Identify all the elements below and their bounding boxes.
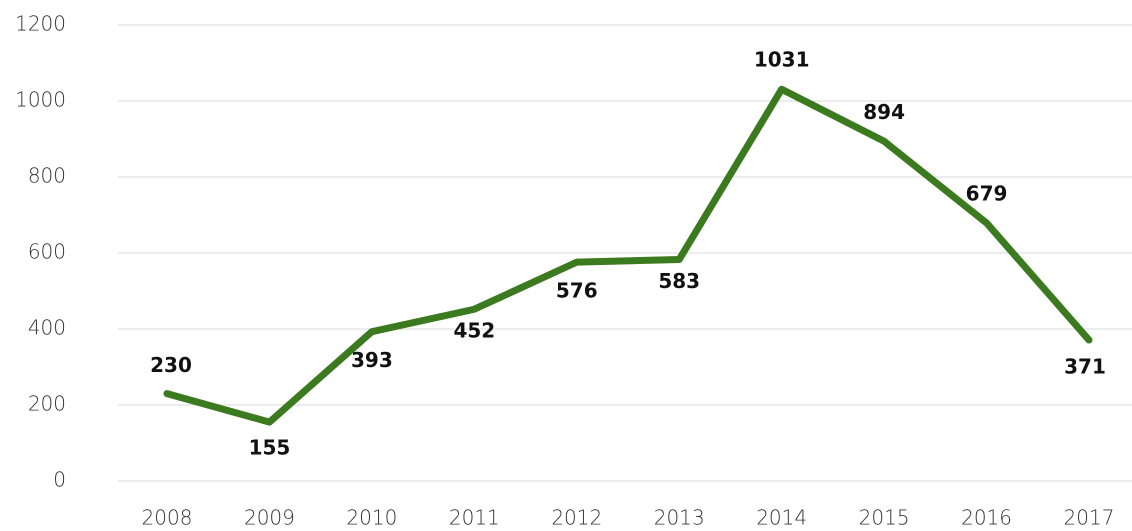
data-label: 679: [966, 181, 1008, 205]
data-label: 583: [658, 269, 700, 293]
data-label: 371: [1064, 355, 1106, 379]
x-tick-label: 2011: [449, 506, 500, 530]
x-tick-label: 2015: [859, 506, 910, 530]
y-tick-label: 800: [28, 164, 66, 188]
y-tick-label: 600: [28, 240, 66, 264]
x-tick-label: 2009: [244, 506, 295, 530]
x-tick-label: 2008: [142, 506, 193, 530]
data-label: 452: [453, 319, 495, 343]
y-tick-label: 1200: [15, 12, 66, 36]
x-tick-label: 2012: [551, 506, 602, 530]
y-tick-label: 1000: [15, 88, 66, 112]
data-label: 1031: [754, 48, 810, 72]
line: [163, 85, 1093, 426]
x-tick-label: 2017: [1064, 506, 1115, 530]
x-tick-label: 2014: [756, 506, 807, 530]
x-tick-label: 2016: [961, 506, 1012, 530]
data-label: 155: [249, 436, 291, 460]
x-tick-label: 2013: [654, 506, 705, 530]
data-label: 576: [556, 279, 598, 303]
data-label: 393: [351, 348, 393, 372]
data-label: 894: [863, 100, 905, 124]
y-tick-label: 200: [28, 392, 66, 416]
y-tick-label: 400: [28, 316, 66, 340]
y-tick-label: 0: [53, 468, 66, 492]
data-label: 230: [150, 353, 192, 377]
x-tick-label: 2010: [346, 506, 397, 530]
